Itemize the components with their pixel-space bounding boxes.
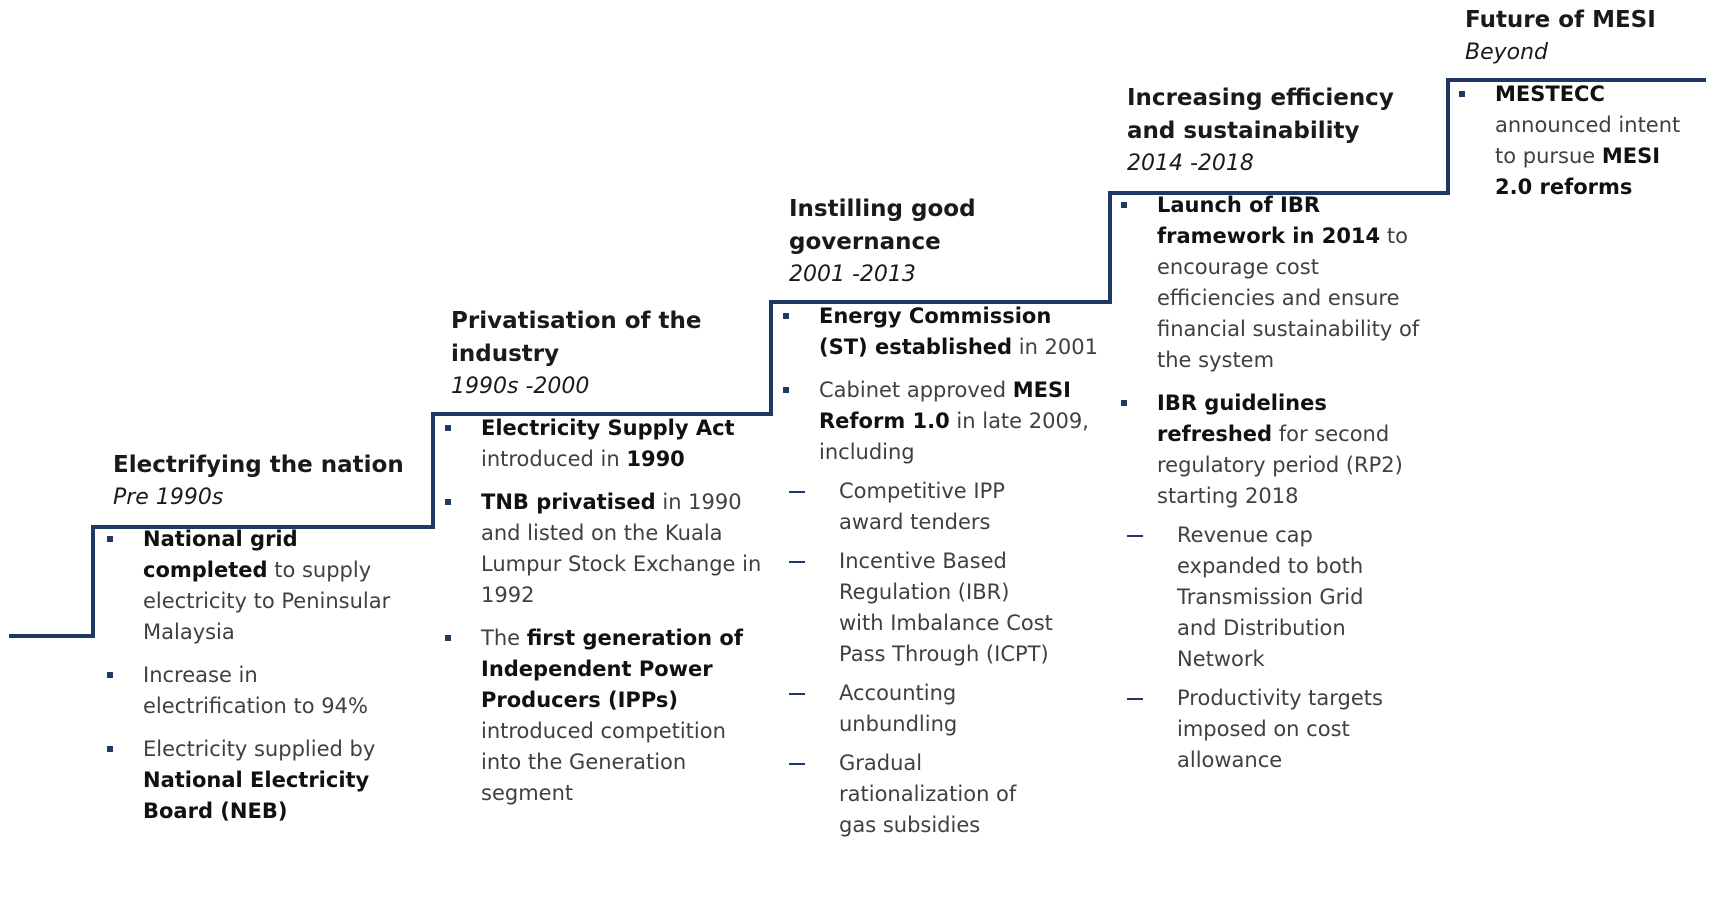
bullet-marker (107, 746, 113, 752)
bullet: Electricity Supply Act introduced in 199… (440, 413, 763, 475)
dash-marker (789, 693, 805, 695)
bold-text: National Electricity Board (NEB) (143, 768, 370, 823)
stage-title: Increasing efficiency and sustainability (1127, 85, 1394, 144)
bullet: The first generation of Independent Powe… (440, 623, 763, 809)
sub-bullet: Incentive Based Regulation (IBR) with Im… (789, 546, 1059, 670)
bullet: MESTECC announced intent to pursue MESI … (1454, 79, 1690, 203)
bullet-marker (1121, 400, 1127, 406)
text: introduced competition into the Generati… (481, 719, 726, 805)
stage-period: 2001 -2013 (789, 262, 916, 287)
bold-text: MESI 2.0 reforms (1495, 144, 1661, 199)
bullet: Cabinet approved MESI Reform 1.0 in late… (778, 375, 1101, 841)
sub-bullet: Competitive IPP award tenders (789, 476, 1059, 538)
sub-text: Incentive Based Regulation (IBR) with Im… (839, 549, 1053, 666)
stage-column: Instilling good governance 2001 -2013 Ener… (783, 193, 1101, 853)
stage-title: Privatisation of the industry (451, 308, 702, 367)
stage-column: Electrifying the nation Pre 1990s National… (107, 449, 433, 839)
dash-marker (789, 491, 805, 493)
stage-column: Privatisation of the industry 1990s -2000… (445, 305, 763, 821)
dash-marker (789, 561, 805, 563)
bullet-marker (445, 425, 451, 431)
text: announced intent to pursue (1495, 113, 1681, 168)
stage-period: Beyond (1465, 40, 1549, 65)
stage-period: 2014 -2018 (1127, 151, 1254, 176)
bullet-marker (1121, 202, 1127, 208)
bold-text: Electricity Supply Act (481, 416, 735, 440)
stage-period: Pre 1990s (113, 485, 224, 510)
sub-text: Competitive IPP award tenders (839, 479, 1005, 534)
bullet: Increase in electrification to 94% (102, 660, 405, 722)
text: introduced in (481, 447, 627, 471)
bold-text: National grid completed (143, 527, 298, 582)
sub-bullet: Gradual rationalization of gas subsidies (789, 748, 1059, 841)
stage-period: 1990s -2000 (451, 374, 590, 399)
text: Increase in electrification to 94% (143, 663, 368, 718)
bold-text: first generation of Independent Power Pr… (481, 626, 743, 712)
text: for second regulatory period (RP2) start… (1157, 422, 1403, 508)
stage-column: Future of MESI Beyond MESTECC announced in… (1459, 4, 1705, 215)
sub-bullet: Revenue cap expanded to both Transmissio… (1127, 520, 1402, 675)
bold-text: MESI Reform 1.0 (819, 378, 1071, 433)
sub-text: Revenue cap expanded to both Transmissio… (1177, 523, 1364, 671)
bullet: Energy Commission (ST) established in 20… (778, 301, 1101, 363)
bullet-marker (107, 536, 113, 542)
stage-title: Instilling good governance (789, 196, 976, 255)
bullet: Electricity supplied by National Electri… (102, 734, 405, 827)
bullet-marker (445, 635, 451, 641)
stage-title: Electrifying the nation (113, 452, 404, 478)
dash-marker (1127, 535, 1143, 537)
sub-bullet: Productivity targets imposed on cost all… (1127, 683, 1402, 776)
sub-text: Productivity targets imposed on cost all… (1177, 686, 1383, 772)
stage-column: Increasing efficiency and sustainability… (1121, 82, 1437, 788)
bold-text: TNB privatised (481, 490, 656, 514)
text: Cabinet approved (819, 378, 1013, 402)
bullet: TNB privatised in 1990 and listed on the… (440, 487, 763, 611)
sub-text: Gradual rationalization of gas subsidies (839, 751, 1017, 837)
sub-bullet: Accounting unbundling (789, 678, 1059, 740)
bullet-marker (445, 499, 451, 505)
bullet-marker (783, 313, 789, 319)
step-line (9, 78, 1706, 638)
text: Electricity supplied by (143, 737, 376, 761)
bullet: Launch of IBR framework in 2014 to encou… (1116, 190, 1437, 376)
text: to supply electricity to Peninsular Mala… (143, 558, 391, 644)
bold-text: IBR guidelines refreshed (1157, 391, 1327, 446)
bold-text: 1990 (626, 447, 685, 471)
text: in 2001 (1012, 335, 1099, 359)
bullet-marker (1459, 91, 1465, 97)
stage-title: Future of MESI (1465, 7, 1656, 33)
bullet: IBR guidelines refreshed for second regu… (1116, 388, 1437, 776)
bullet: National grid completed to supply electr… (102, 524, 405, 648)
text: in 1990 and listed on the Kuala Lumpur S… (481, 490, 762, 607)
bold-text: MESTECC (1495, 82, 1605, 106)
sub-text: Accounting unbundling (839, 681, 958, 736)
bold-text: Launch of IBR framework in 2014 (1157, 193, 1381, 248)
bold-text: Energy Commission (ST) established (819, 304, 1052, 359)
bullet-marker (107, 672, 113, 678)
dash-marker (789, 763, 805, 765)
text: The (481, 626, 527, 650)
text: in late 2009, including (819, 409, 1089, 464)
text: to encourage cost efficiencies and ensur… (1157, 224, 1420, 372)
dash-marker (1127, 698, 1143, 700)
bullet-marker (783, 387, 789, 393)
